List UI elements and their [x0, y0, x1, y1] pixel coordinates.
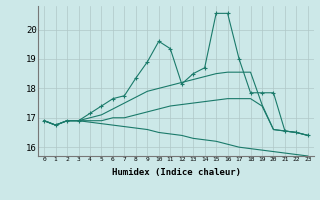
X-axis label: Humidex (Indice chaleur): Humidex (Indice chaleur) — [111, 168, 241, 177]
